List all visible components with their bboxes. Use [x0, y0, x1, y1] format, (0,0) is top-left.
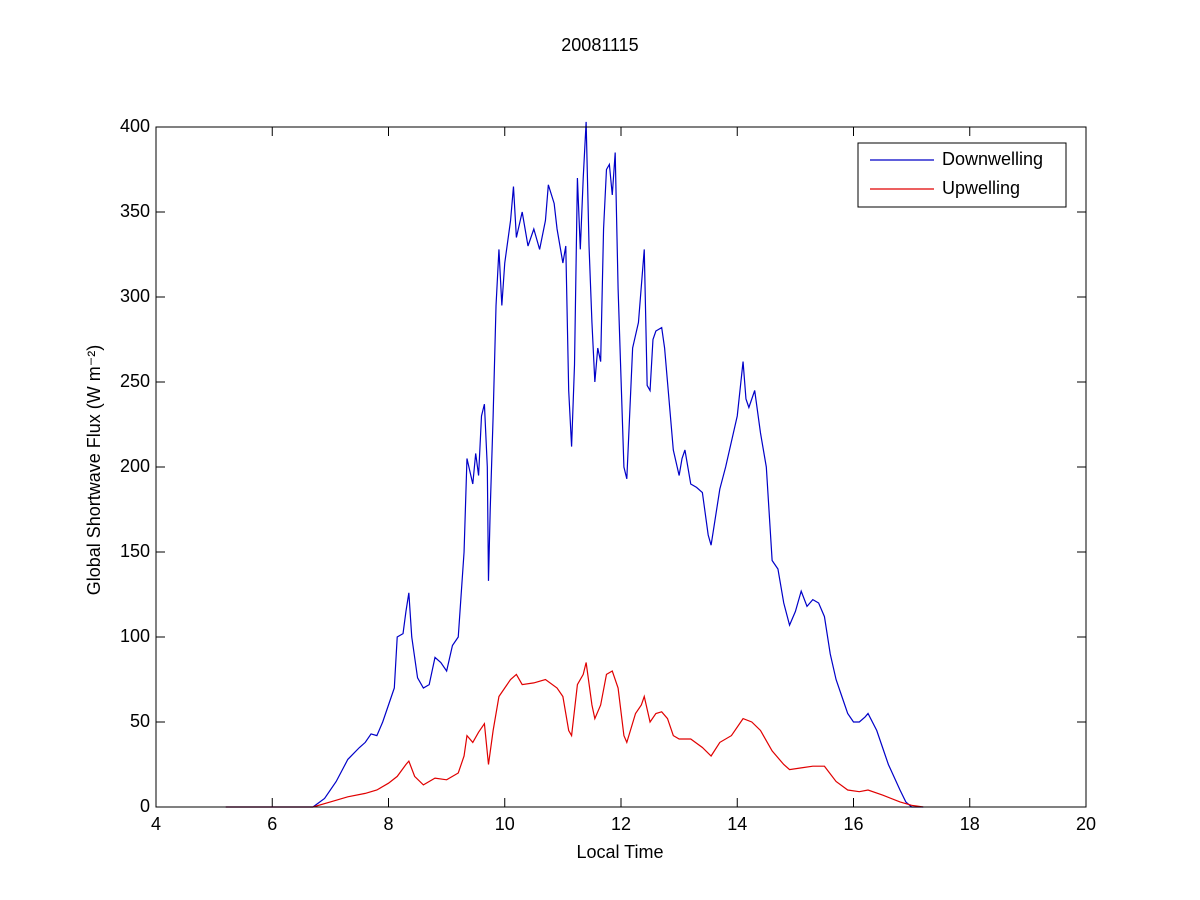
- y-tick-label: 200: [120, 456, 150, 476]
- legend-label: Upwelling: [942, 178, 1020, 198]
- x-tick-label: 20: [1076, 814, 1096, 834]
- line-series: [225, 121, 924, 808]
- x-tick-label: 8: [383, 814, 393, 834]
- y-tick-label: 300: [120, 286, 150, 306]
- x-axis-label: Local Time: [576, 842, 663, 862]
- chart-title: 20081115: [561, 35, 638, 55]
- legend-box: [857, 142, 1067, 208]
- y-axis-label: Global Shortwave Flux (W m⁻²): [84, 345, 104, 596]
- y-tick-label: 350: [120, 201, 150, 221]
- x-tick-label: 6: [267, 814, 277, 834]
- y-tick-label: 50: [130, 711, 150, 731]
- x-tick-label: 4: [151, 814, 161, 834]
- line-series: [225, 662, 924, 808]
- x-tick-label: 18: [960, 814, 980, 834]
- y-tick-label: 150: [120, 541, 150, 561]
- x-tick-label: 10: [495, 814, 515, 834]
- y-tick-label: 100: [120, 626, 150, 646]
- x-tick-label: 16: [843, 814, 863, 834]
- plot-frame: [155, 126, 1087, 808]
- legend-label: Downwelling: [942, 149, 1043, 169]
- x-tick-label: 12: [611, 814, 631, 834]
- x-tick-label: 14: [727, 814, 747, 834]
- y-tick-label: 400: [120, 116, 150, 136]
- y-tick-label: 0: [140, 796, 150, 816]
- y-tick-label: 250: [120, 371, 150, 391]
